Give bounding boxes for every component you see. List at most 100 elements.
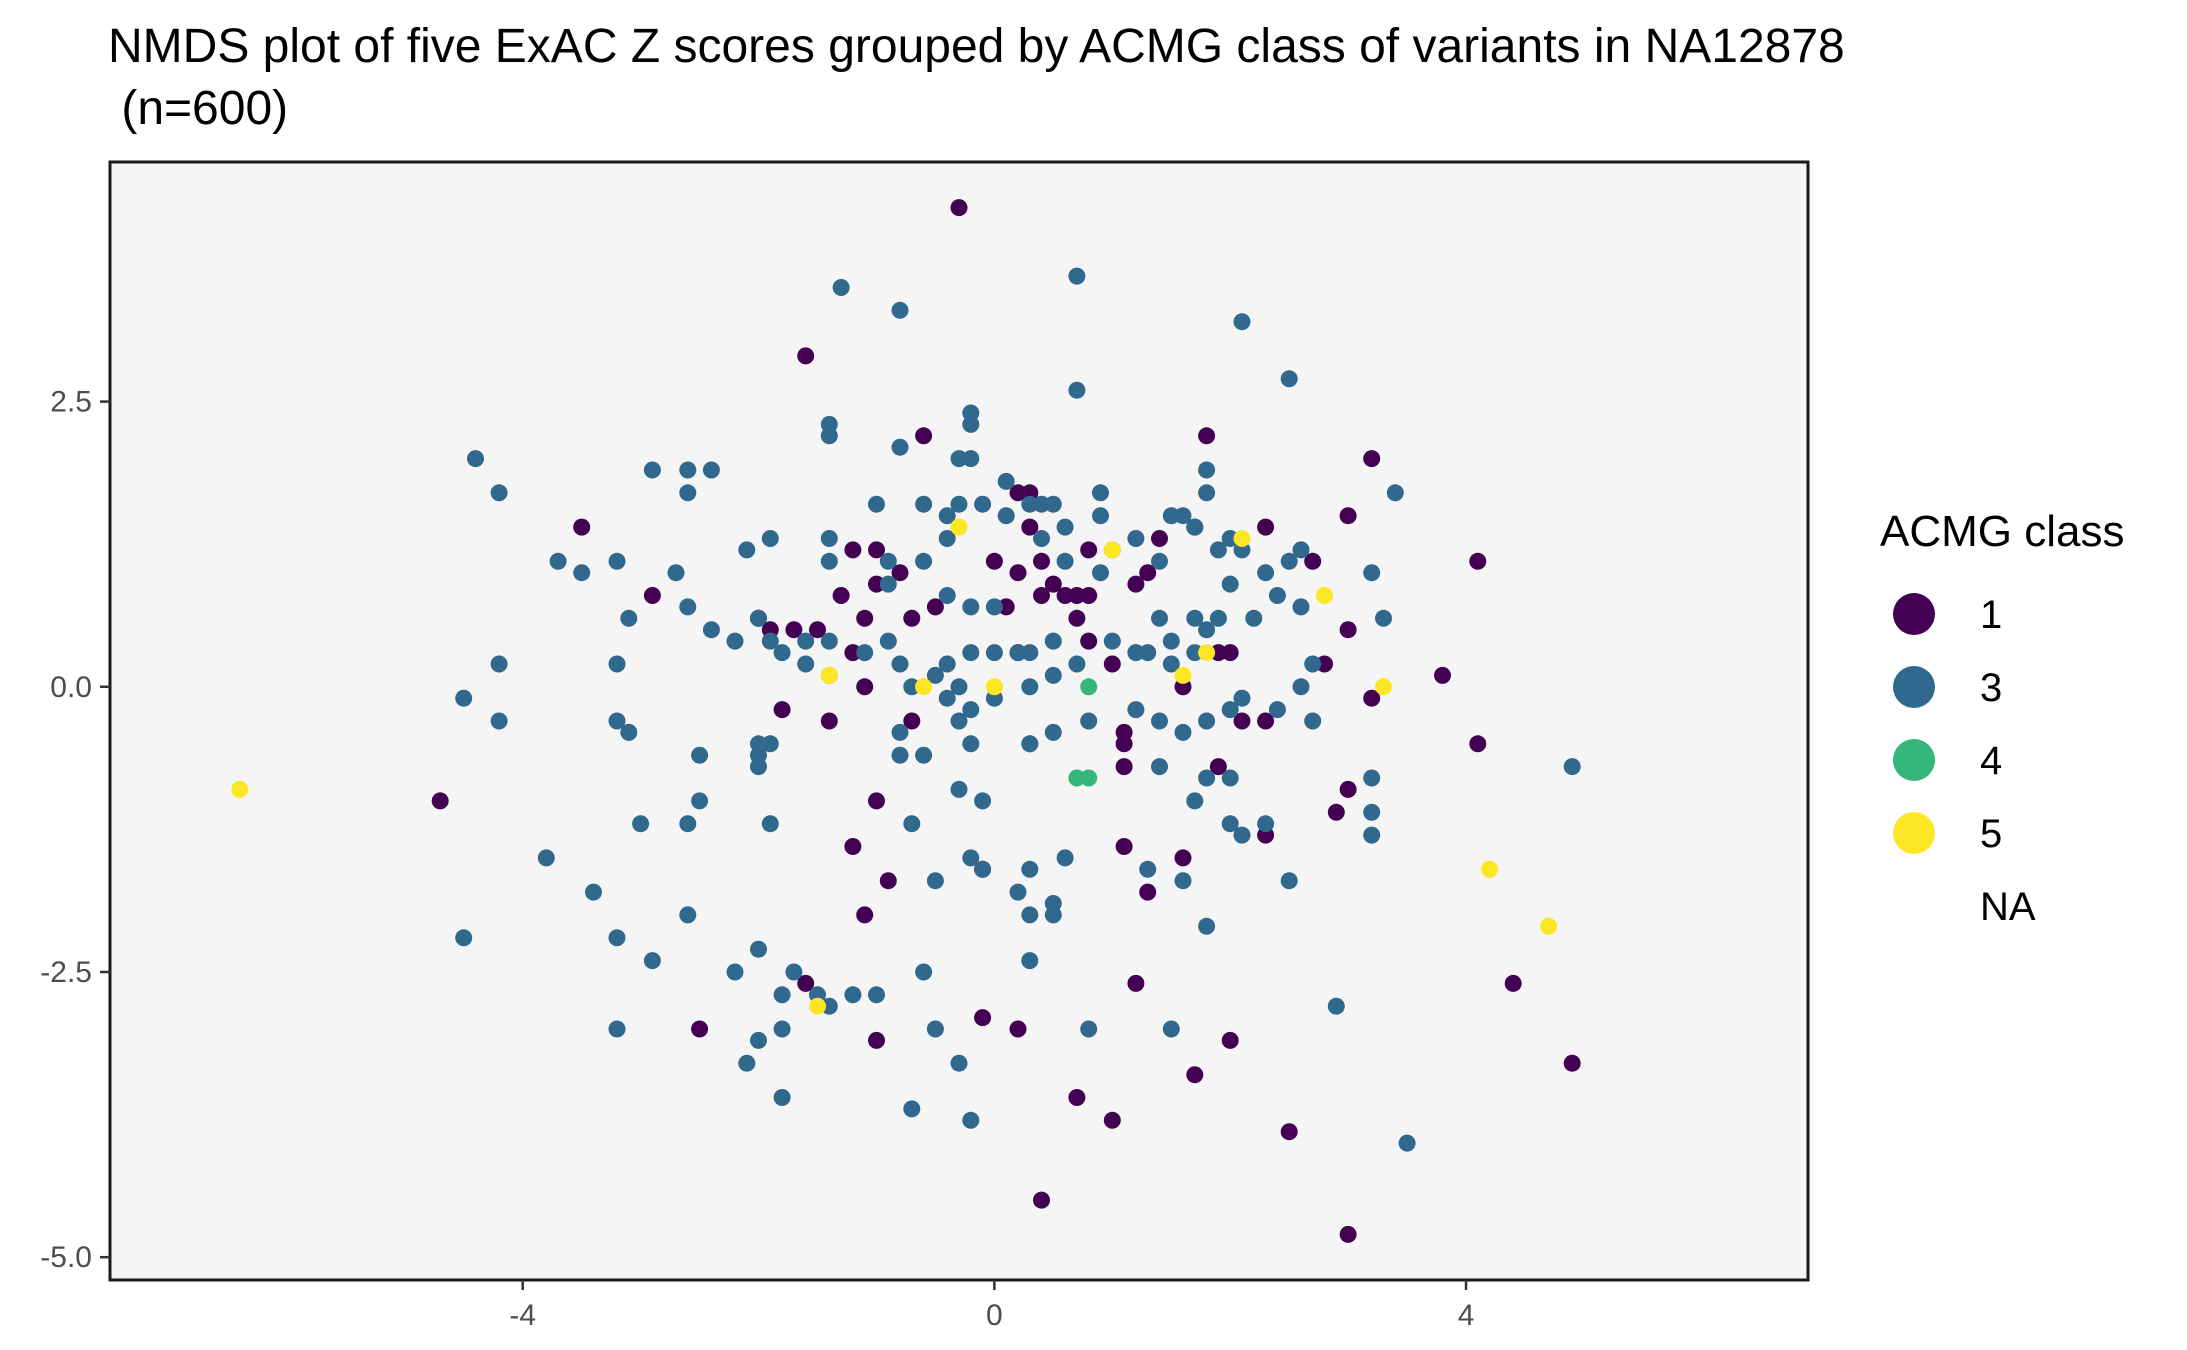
point-class-1-70 <box>1139 883 1157 901</box>
point-class-3-157 <box>903 815 921 833</box>
point-class-3-172 <box>608 929 626 947</box>
chart-title-line-1: NMDS plot of five ExAC Z scores grouped … <box>108 20 1845 73</box>
point-class-3-86 <box>1162 655 1180 673</box>
point-class-3-48 <box>1033 495 1050 513</box>
point-class-3-180 <box>820 997 838 1015</box>
point-class-3-71 <box>1198 621 1216 639</box>
point-class-3-182 <box>868 986 885 1004</box>
point-class-1-25 <box>1056 587 1074 604</box>
point-class-3-131 <box>620 723 638 741</box>
point-class-3-130 <box>608 712 626 730</box>
point-class-5-0 <box>231 780 249 798</box>
point-class-3-190 <box>738 1054 756 1072</box>
point-class-1-44 <box>1339 621 1357 639</box>
point-class-1-8 <box>868 575 885 593</box>
point-class-3-159 <box>926 872 944 890</box>
point-class-1-50 <box>1209 758 1227 776</box>
point-class-3-142 <box>962 735 980 753</box>
point-class-3-63 <box>1221 530 1239 547</box>
point-class-3-122 <box>1304 712 1322 730</box>
point-class-3-199 <box>455 929 473 947</box>
point-class-3-43 <box>938 587 956 604</box>
point-class-3-12 <box>997 472 1015 490</box>
point-class-5-12 <box>1540 917 1558 935</box>
point-class-1-76 <box>868 1031 885 1049</box>
point-class-1-24 <box>1044 575 1062 593</box>
point-class-1-60 <box>856 678 874 696</box>
point-class-3-127 <box>490 655 508 673</box>
point-class-3-26 <box>620 609 638 627</box>
point-class-3-141 <box>950 712 968 730</box>
point-class-3-158 <box>962 849 980 867</box>
point-class-1-4 <box>1363 450 1381 468</box>
x-tick-label-1: 0 <box>986 1299 1003 1332</box>
point-class-3-29 <box>726 632 744 650</box>
point-class-1-53 <box>1339 780 1357 798</box>
point-class-1-29 <box>1127 575 1145 593</box>
legend-swatch-3 <box>1893 666 1935 708</box>
point-class-3-4 <box>1280 370 1298 388</box>
point-class-3-25 <box>667 564 685 582</box>
point-class-3-55 <box>1092 564 1109 582</box>
point-class-3-143 <box>1021 735 1039 753</box>
point-class-1-7 <box>643 587 661 604</box>
legend-swatch-5 <box>1893 812 1935 854</box>
point-class-1-23 <box>1033 552 1050 570</box>
point-class-3-34 <box>868 495 885 513</box>
point-class-3-84 <box>1139 644 1157 662</box>
point-class-1-41 <box>1115 758 1133 776</box>
point-class-1-67 <box>856 906 874 924</box>
legend-label-na: NA <box>1980 885 2036 929</box>
point-class-3-75 <box>1375 609 1392 627</box>
point-class-3-73 <box>1292 598 1310 616</box>
point-class-3-114 <box>1151 712 1168 730</box>
point-class-3-156 <box>974 792 992 810</box>
point-class-3-62 <box>1209 541 1227 559</box>
point-class-3-65 <box>1257 564 1275 582</box>
points-layer <box>231 199 1581 1243</box>
point-class-3-22 <box>549 552 567 570</box>
point-class-3-46 <box>974 495 992 513</box>
point-class-3-193 <box>773 1089 791 1106</box>
point-class-3-27 <box>679 598 697 616</box>
point-class-5-2 <box>1103 541 1121 559</box>
series-class-5 <box>231 518 1558 1015</box>
point-class-1-46 <box>1339 507 1357 525</box>
point-class-3-137 <box>750 758 767 776</box>
point-class-1-73 <box>1127 974 1145 992</box>
point-class-3-139 <box>891 746 909 764</box>
point-class-3-148 <box>1221 815 1239 833</box>
point-class-3-9 <box>962 415 980 433</box>
point-class-1-87 <box>1563 1054 1581 1072</box>
point-class-1-16 <box>985 552 1003 570</box>
point-class-3-103 <box>962 644 980 662</box>
point-class-3-60 <box>1174 507 1192 525</box>
point-class-3-39 <box>938 530 956 547</box>
point-class-3-132 <box>691 746 709 764</box>
point-class-3-104 <box>985 644 1003 662</box>
legend-label-1: 1 <box>1980 593 2002 637</box>
point-class-3-187 <box>1080 1020 1098 1038</box>
point-class-1-51 <box>1233 712 1251 730</box>
series-class-4 <box>1068 678 1098 787</box>
point-class-1-78 <box>1009 1020 1027 1038</box>
point-class-3-54 <box>1056 552 1074 570</box>
point-class-3-176 <box>750 940 767 958</box>
point-class-1-0 <box>950 199 968 217</box>
point-class-3-166 <box>1056 849 1074 867</box>
point-class-1-55 <box>431 792 449 810</box>
point-class-3-192 <box>773 1020 791 1038</box>
point-class-3-93 <box>797 632 815 650</box>
point-class-3-184 <box>926 1020 944 1038</box>
point-class-3-52 <box>1092 484 1109 502</box>
point-class-1-64 <box>868 792 885 810</box>
point-class-3-14 <box>1198 484 1216 502</box>
point-class-3-126 <box>455 689 473 707</box>
point-class-3-10 <box>950 450 968 468</box>
point-class-1-43 <box>1316 655 1333 673</box>
point-class-1-11 <box>809 621 826 639</box>
point-class-3-178 <box>773 986 791 1004</box>
point-class-3-113 <box>1127 701 1145 719</box>
point-class-3-68 <box>1363 564 1381 582</box>
